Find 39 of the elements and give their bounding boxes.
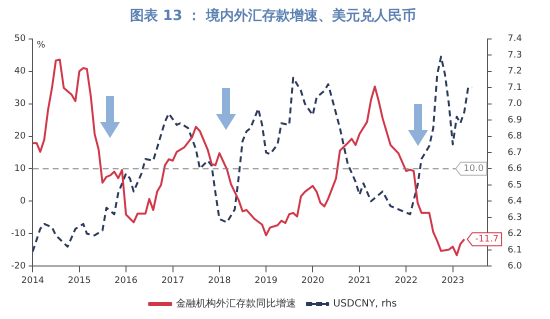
y2-tick-label: 6.9 [508, 115, 522, 126]
y2-tick-label: 6.7 [508, 148, 522, 158]
y2-tick-label: 6.6 [508, 164, 522, 174]
x-tick-label: 2016 [114, 276, 138, 286]
y2-tick-label: 6.3 [508, 212, 522, 223]
y-tick-label: 0 [20, 196, 26, 207]
y2-tick-label: 6.5 [508, 180, 522, 190]
x-tick-label: 2018 [208, 276, 232, 286]
y2-tick-label: 7.4 [508, 34, 522, 44]
legend-label: 金融机构外汇存款同比增速 [176, 298, 296, 310]
y2-tick-label: 7.3 [508, 50, 522, 60]
y-tick-label: 10 [14, 164, 26, 174]
y2-tick-label: 6.2 [508, 229, 522, 240]
x-tick-label: 2015 [68, 276, 91, 286]
x-tick-label: 2020 [301, 276, 324, 286]
y2-tick-label: 6.4 [508, 196, 522, 207]
y-tick-label: 20 [14, 132, 26, 142]
chart-title: 图表 13 ： 境内外汇存款增速、美元兑人民币 [130, 7, 416, 24]
y2-tick-label: 7.2 [508, 66, 522, 77]
y2-tick-label: 7.1 [508, 82, 522, 93]
x-tick-label: 2017 [161, 276, 184, 286]
y-axis-title: % [36, 40, 46, 51]
x-tick-label: 2023 [441, 276, 464, 286]
x-tick-label: 2021 [348, 276, 371, 286]
y2-tick-label: 6.0 [508, 262, 522, 272]
y-tick-label: 30 [14, 99, 26, 110]
ref-line-label: 10.0 [464, 164, 484, 174]
y-tick-label: -10 [10, 229, 26, 240]
y-tick-label: 40 [14, 66, 26, 77]
y2-tick-label: 6.8 [508, 132, 522, 142]
y-tick-label: -20 [10, 262, 26, 272]
x-tick-label: 2022 [394, 276, 418, 286]
y-tick-label: 50 [14, 34, 26, 44]
data-label: -11.7 [475, 234, 499, 245]
legend-label: USDCNY, rhs [333, 298, 397, 310]
y2-tick-label: 6.1 [508, 245, 522, 256]
y2-tick-label: 7.0 [508, 99, 522, 110]
x-tick-label: 2019 [254, 276, 278, 286]
x-tick-label: 2014 [21, 276, 44, 286]
